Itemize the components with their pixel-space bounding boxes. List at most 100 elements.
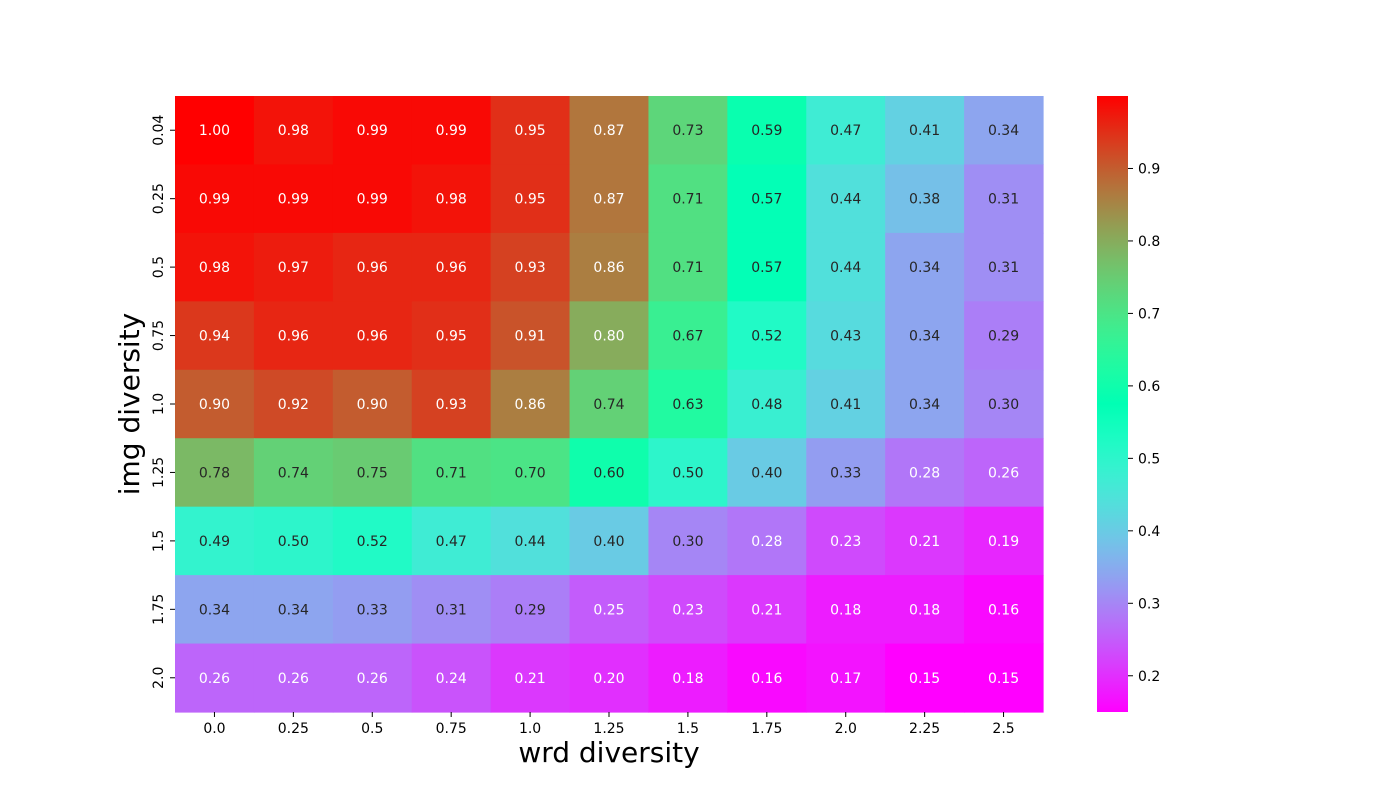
- heatmap-cell: [490, 301, 571, 371]
- cell-value-label: 0.34: [278, 602, 309, 618]
- heatmap-cell: [885, 506, 965, 576]
- cell-value-label: 0.41: [830, 397, 861, 413]
- colorbar-tick-label: 0.7: [1138, 306, 1160, 322]
- cell-value-label: 0.24: [436, 671, 467, 687]
- heatmap-cell: [411, 301, 492, 371]
- cell-value-label: 0.52: [751, 329, 782, 345]
- cell-value-label: 0.93: [436, 397, 467, 413]
- cell-value-label: 0.96: [357, 260, 388, 276]
- cell-value-label: 0.99: [357, 192, 388, 208]
- colorbar-tick-label: 0.9: [1138, 161, 1160, 177]
- heatmap-cells: [175, 96, 1044, 713]
- cell-value-label: 0.48: [751, 397, 782, 413]
- heatmap-cell: [411, 164, 492, 234]
- heatmap-cell: [253, 164, 334, 234]
- cell-value-label: 0.15: [909, 671, 940, 687]
- y-axis-label: img diversity: [113, 313, 146, 496]
- cell-value-label: 0.15: [988, 671, 1019, 687]
- x-tick-label: 1.75: [751, 721, 782, 737]
- cell-value-label: 0.52: [357, 534, 388, 550]
- heatmap-cell: [490, 438, 571, 508]
- cell-value-label: 0.96: [278, 329, 309, 345]
- cell-value-label: 0.28: [751, 534, 782, 550]
- y-tick-label: 0.5: [151, 256, 167, 278]
- colorbar-gradient: [1097, 96, 1128, 712]
- heatmap-cell: [806, 643, 886, 713]
- heatmap-cell: [727, 369, 807, 439]
- heatmap-cell: [175, 438, 255, 508]
- heatmap-cell: [253, 438, 334, 508]
- heatmap-cell: [648, 301, 728, 371]
- cell-value-label: 0.28: [909, 465, 940, 481]
- cell-value-label: 0.18: [672, 671, 703, 687]
- heatmap-cell: [175, 96, 255, 166]
- cell-value-label: 0.78: [199, 465, 230, 481]
- heatmap-cell: [806, 232, 886, 302]
- cell-value-label: 0.41: [909, 123, 940, 139]
- heatmap-cell: [411, 643, 492, 713]
- heatmap-cell: [175, 369, 255, 439]
- heatmap-cell: [727, 575, 807, 645]
- y-tick-label: 0.75: [151, 320, 167, 351]
- x-tick-label: 2.25: [909, 721, 940, 737]
- cell-value-label: 0.59: [751, 123, 782, 139]
- cell-value-label: 0.93: [515, 260, 546, 276]
- cell-value-label: 0.95: [515, 123, 546, 139]
- cell-value-label: 0.18: [830, 602, 861, 618]
- cell-value-label: 0.75: [357, 465, 388, 481]
- cell-value-label: 0.43: [830, 329, 861, 345]
- heatmap-cell: [569, 575, 650, 645]
- cell-value-label: 0.44: [830, 260, 861, 276]
- heatmap-cell: [964, 369, 1044, 439]
- cell-value-label: 0.87: [593, 192, 624, 208]
- heatmap-cell: [806, 96, 886, 166]
- cell-value-label: 0.29: [515, 602, 546, 618]
- cell-value-label: 0.97: [278, 260, 309, 276]
- heatmap-cell: [332, 575, 413, 645]
- cell-value-label: 0.26: [278, 671, 309, 687]
- cell-value-label: 0.74: [278, 465, 309, 481]
- cell-value-label: 0.23: [830, 534, 861, 550]
- cell-value-label: 0.99: [199, 192, 230, 208]
- heatmap-cell: [332, 232, 413, 302]
- heatmap-cell: [964, 506, 1044, 576]
- heatmap-cell: [648, 369, 728, 439]
- heatmap-cell: [411, 506, 492, 576]
- y-tick-label: 1.75: [151, 594, 167, 625]
- heatmap-cell: [411, 232, 492, 302]
- cell-value-label: 0.16: [751, 671, 782, 687]
- x-tick-label: 2.0: [835, 721, 857, 737]
- cell-value-label: 0.34: [988, 123, 1019, 139]
- cell-value-label: 0.99: [357, 123, 388, 139]
- cell-value-label: 0.50: [672, 465, 703, 481]
- cell-value-label: 0.30: [988, 397, 1019, 413]
- heatmap-cell: [411, 369, 492, 439]
- heatmap-cell: [648, 643, 728, 713]
- heatmap-cell: [964, 301, 1044, 371]
- heatmap-cell: [490, 232, 571, 302]
- heatmap-cell: [490, 369, 571, 439]
- cell-value-label: 0.44: [515, 534, 546, 550]
- heatmap-cell: [964, 575, 1044, 645]
- cell-value-label: 0.67: [672, 329, 703, 345]
- y-tick-label: 1.25: [151, 457, 167, 488]
- heatmap-cell: [885, 96, 965, 166]
- heatmap-cell: [175, 301, 255, 371]
- heatmap-cell: [964, 96, 1044, 166]
- cell-annotations: 1.00 0.98 0.99 0.99 0.95 0.87 0.73 0.59 0.47 0.41…: [199, 123, 1019, 687]
- heatmap-cell: [175, 164, 255, 234]
- heatmap-cell: [175, 232, 255, 302]
- cell-value-label: 0.90: [357, 397, 388, 413]
- heatmap-cell: [806, 575, 886, 645]
- heatmap-cell: [332, 96, 413, 166]
- cell-value-label: 0.60: [593, 465, 624, 481]
- heatmap-cell: [964, 164, 1044, 234]
- heatmap-cell: [727, 232, 807, 302]
- cell-value-label: 0.47: [830, 123, 861, 139]
- heatmap-cell: [727, 164, 807, 234]
- cell-value-label: 0.86: [515, 397, 546, 413]
- x-tick-label: 1.0: [519, 721, 541, 737]
- y-tick-label: 2.0: [151, 667, 167, 689]
- heatmap-cell: [490, 96, 571, 166]
